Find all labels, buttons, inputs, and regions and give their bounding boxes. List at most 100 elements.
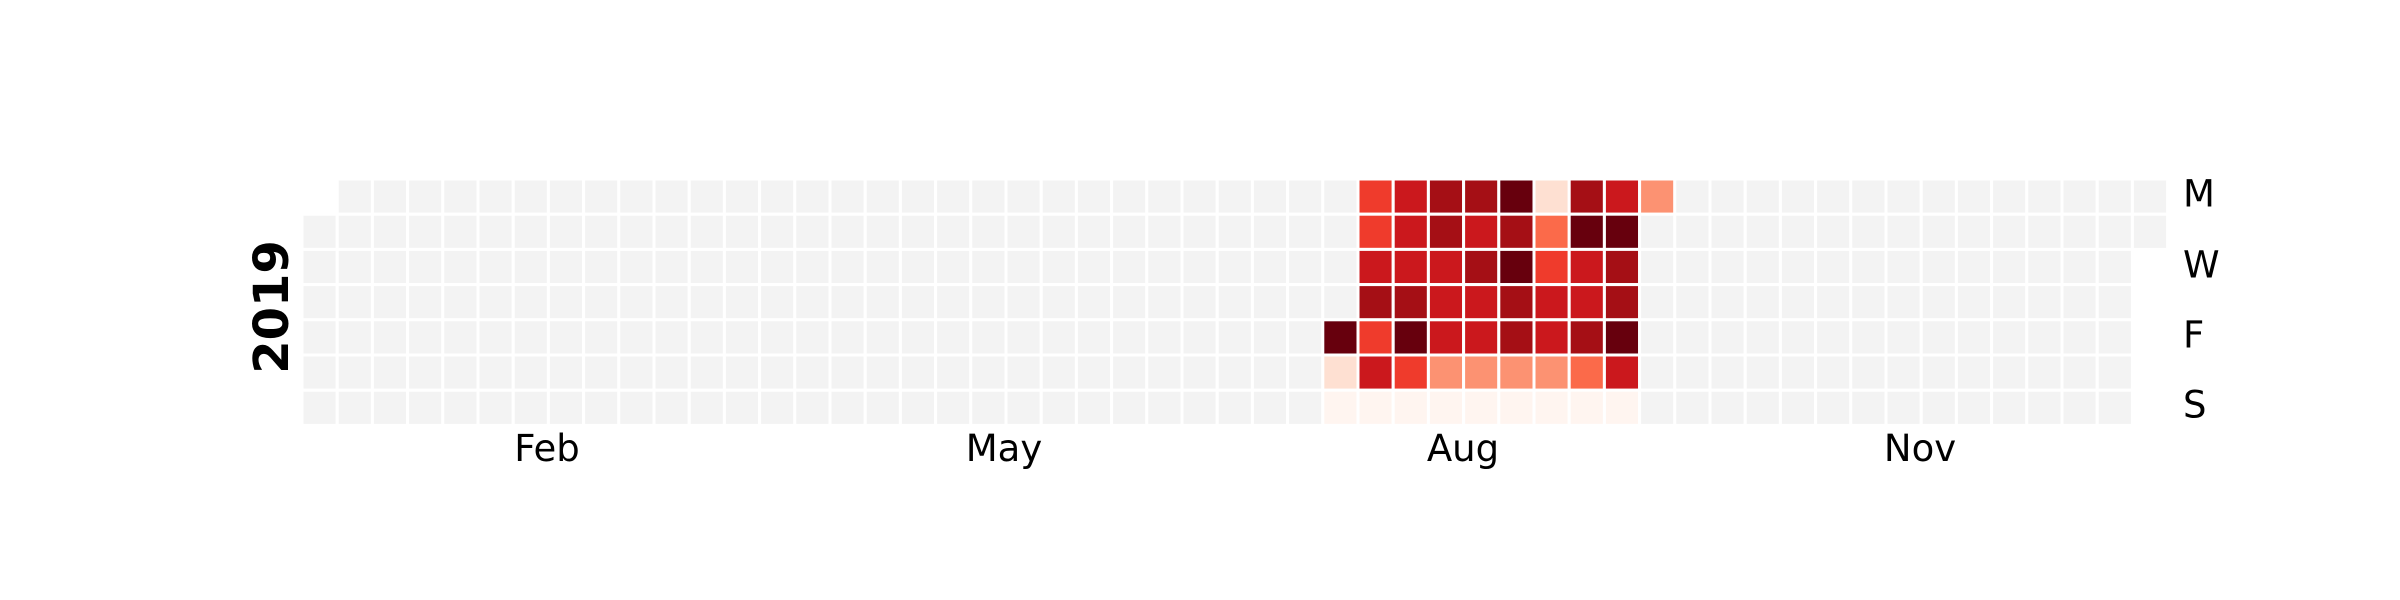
heatmap-cell [1391, 318, 1430, 357]
heatmap-cell [1356, 247, 1395, 287]
heatmap-cell [2095, 283, 2134, 322]
heatmap-cell [1039, 177, 1078, 216]
heatmap-cell [335, 318, 374, 357]
heatmap-cell [2095, 212, 2134, 251]
heatmap-cell [511, 247, 550, 287]
heatmap-cell [1567, 283, 1606, 322]
heatmap-cell [1497, 212, 1536, 251]
heatmap-cell [1638, 318, 1677, 357]
heatmap-cell [2060, 388, 2099, 427]
heatmap-cell [1743, 247, 1782, 287]
heatmap-cell [1356, 212, 1395, 251]
heatmap-cell [1708, 212, 1747, 251]
weekday-label-mon: M [2183, 173, 2215, 216]
heatmap-cell [1743, 353, 1782, 392]
heatmap-cell [1673, 388, 1712, 427]
heatmap-cell [1180, 353, 1219, 392]
heatmap-cell [406, 283, 445, 322]
heatmap-cell [2130, 177, 2170, 216]
heatmap-cell [1462, 283, 1501, 322]
weekday-label-sun: S [2183, 384, 2207, 427]
heatmap-cell [1356, 318, 1395, 357]
heatmap-cell [1145, 247, 1184, 287]
heatmap-cell [1462, 247, 1501, 287]
heatmap-cell [1391, 283, 1430, 322]
heatmap-cell [793, 353, 832, 392]
heatmap-cell [1778, 388, 1818, 427]
heatmap-cell [1356, 177, 1395, 216]
month-label-nov: Nov [1884, 427, 1956, 470]
heatmap-cell [1567, 318, 1606, 357]
heatmap-cell [2060, 283, 2099, 322]
heatmap-cell [300, 388, 339, 427]
heatmap-cell [406, 177, 445, 216]
heatmap-cell [828, 212, 867, 251]
heatmap-cell [1884, 388, 1923, 427]
heatmap-cell [1215, 247, 1254, 287]
heatmap-cell [511, 318, 550, 357]
heatmap-cell [863, 318, 902, 357]
heatmap-cell [1180, 212, 1219, 251]
heatmap-cell [300, 212, 339, 251]
heatmap-cell [1215, 318, 1254, 357]
heatmap-cell [828, 247, 867, 287]
heatmap-cell [406, 388, 445, 427]
heatmap-cell [1708, 247, 1747, 287]
heatmap-cell [1814, 388, 1853, 427]
heatmap-cell [1567, 177, 1606, 216]
heatmap-cell [1321, 353, 1360, 392]
heatmap-cell [1743, 212, 1782, 251]
heatmap-cell [1286, 283, 1325, 322]
heatmap-cell [1074, 212, 1114, 251]
heatmap-cell [1110, 177, 1149, 216]
heatmap-cell [793, 247, 832, 287]
heatmap-cell [476, 353, 515, 392]
heatmap-cell [1286, 318, 1325, 357]
heatmap-cell [758, 318, 797, 357]
heatmap-cell [863, 212, 902, 251]
heatmap-cell [2025, 388, 2064, 427]
heatmap-cell [1497, 177, 1536, 216]
heatmap-cell [793, 212, 832, 251]
heatmap-cell [476, 212, 515, 251]
heatmap-cell [1391, 177, 1430, 216]
heatmap-cell [1919, 177, 1958, 216]
heatmap-cell [1426, 388, 1466, 427]
heatmap-cell [1919, 388, 1958, 427]
heatmap-cell [1814, 283, 1853, 322]
heatmap-cell [1990, 318, 2029, 357]
heatmap-cell [1462, 177, 1501, 216]
heatmap-cell [406, 212, 445, 251]
month-label-feb: Feb [514, 427, 580, 470]
heatmap-cell [1849, 177, 1888, 216]
heatmap-cell [1532, 318, 1571, 357]
heatmap-cell [687, 283, 726, 322]
heatmap-cell [1321, 283, 1360, 322]
heatmap-cell [1074, 318, 1114, 357]
heatmap-cell [969, 212, 1008, 251]
heatmap-cell [1778, 212, 1818, 251]
heatmap-cell [476, 318, 515, 357]
heatmap-cell [969, 247, 1008, 287]
heatmap-cell [652, 212, 691, 251]
heatmap-cell [1990, 388, 2029, 427]
heatmap-cell [370, 353, 410, 392]
heatmap-cell [406, 318, 445, 357]
heatmap-cell [1497, 283, 1536, 322]
heatmap-cell [511, 353, 550, 392]
heatmap-cell [582, 388, 621, 427]
heatmap-cell [1638, 177, 1677, 216]
heatmap-cell [1497, 318, 1536, 357]
heatmap-cell [1180, 247, 1219, 287]
heatmap-cell [722, 247, 762, 287]
heatmap-cell [1110, 353, 1149, 392]
heatmap-cell [1954, 212, 1994, 251]
month-label-may: May [966, 427, 1043, 470]
heatmap-cell [2025, 212, 2064, 251]
heatmap-cell [1426, 177, 1466, 216]
heatmap-cell [335, 353, 374, 392]
heatmap-cell [441, 318, 480, 357]
heatmap-cell [335, 247, 374, 287]
heatmap-cell [1250, 353, 1290, 392]
heatmap-cell [687, 212, 726, 251]
